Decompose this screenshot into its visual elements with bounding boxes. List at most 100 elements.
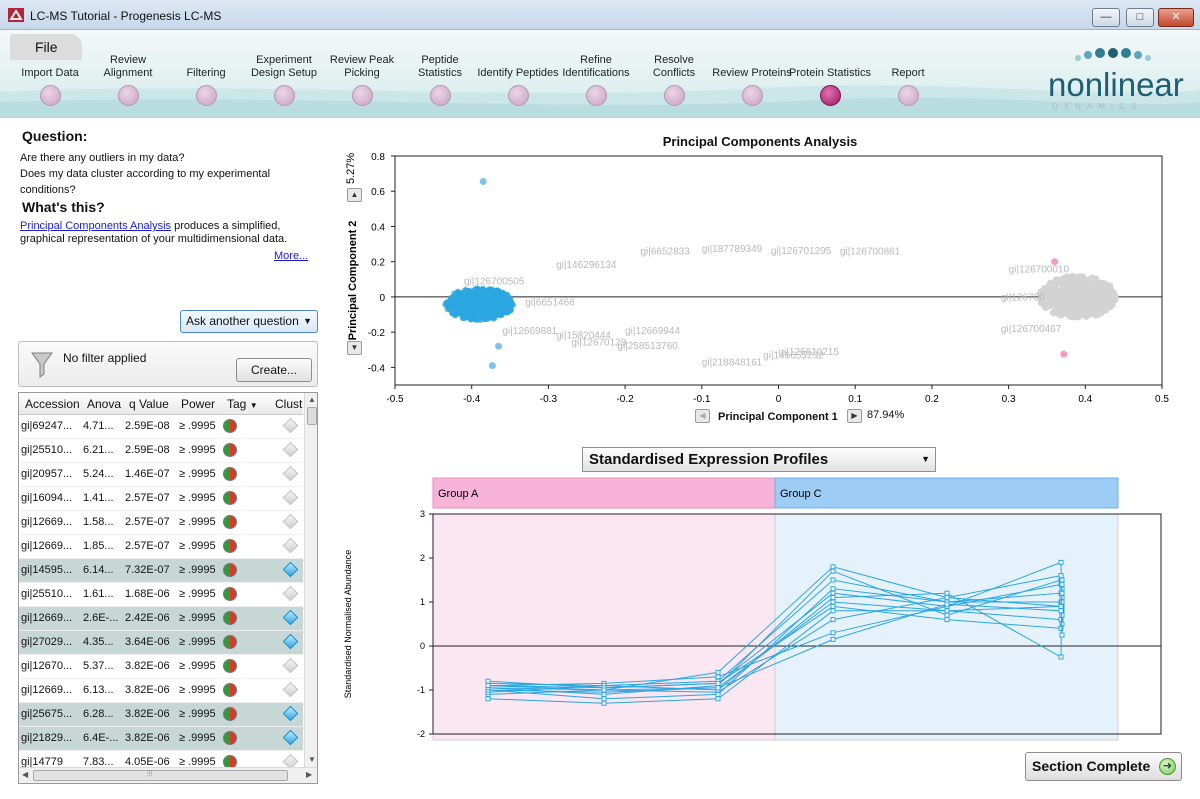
- table-row[interactable]: gi|25675... 6.28... 3.82E-06 ≥ .9995: [19, 703, 303, 727]
- workflow-step-dot-icon[interactable]: [351, 85, 373, 106]
- scroll-right-icon[interactable]: ▶: [306, 770, 313, 779]
- table-row[interactable]: gi|69247... 4.71... 2.59E-08 ≥ .9995: [19, 415, 303, 439]
- workflow-step-filtering[interactable]: Filtering: [164, 50, 248, 106]
- tag-icon[interactable]: [223, 539, 237, 553]
- table-row[interactable]: gi|25510... 6.21... 2.59E-08 ≥ .9995: [19, 439, 303, 463]
- pc2-axis-label: Principal Component 2: [347, 221, 359, 341]
- pc2-up-button[interactable]: ▲: [347, 188, 362, 202]
- tag-icon[interactable]: [223, 707, 237, 721]
- file-menu[interactable]: File: [10, 34, 82, 60]
- workflow-step-review-peak-picking[interactable]: Review Peak Picking: [320, 50, 404, 106]
- column-header-tag[interactable]: Tag ▼: [227, 397, 267, 411]
- profile-point: [944, 608, 950, 614]
- tag-icon[interactable]: [223, 419, 237, 433]
- profile-type-dropdown[interactable]: Standardised Expression Profiles ▼: [582, 447, 936, 472]
- workflow-step-peptide-statistics[interactable]: Peptide Statistics: [398, 50, 482, 106]
- column-header-power[interactable]: Power: [181, 397, 216, 411]
- workflow-step-dot-icon[interactable]: [507, 85, 529, 106]
- table-row[interactable]: gi|16094... 1.41... 2.57E-07 ≥ .9995: [19, 487, 303, 511]
- column-header-qvalue[interactable]: q Value: [129, 397, 169, 411]
- cluster-diamond-icon: [282, 441, 299, 458]
- workflow-step-resolve-conflicts[interactable]: Resolve Conflicts: [632, 50, 716, 106]
- vertical-scrollbar[interactable]: ▲ ▼: [304, 393, 317, 767]
- column-header-anova[interactable]: Anova: [87, 397, 122, 411]
- column-header-cluster[interactable]: Clust: [275, 397, 303, 411]
- pca-plot[interactable]: -0.5 -0.4 -0.3 -0.2 -0.1 0 0.1 0.2 0.3 0.4 0.5 -0.4…: [336, 146, 1186, 410]
- profile-point: [715, 680, 721, 686]
- workflow-step-report[interactable]: Report: [866, 50, 950, 106]
- workflow-step-dot-icon[interactable]: [117, 85, 139, 106]
- table-row[interactable]: gi|20957... 5.24... 1.46E-07 ≥ .9995: [19, 463, 303, 487]
- create-filter-button[interactable]: Create...: [236, 358, 312, 382]
- tag-icon[interactable]: [223, 731, 237, 745]
- more-link[interactable]: More...: [274, 250, 309, 262]
- cell-accession: gi|27029...: [21, 636, 73, 648]
- tag-icon[interactable]: [223, 611, 237, 625]
- tag-icon[interactable]: [223, 515, 237, 529]
- workflow-step-protein-statistics[interactable]: Protein Statistics: [788, 50, 872, 106]
- pc1-next-button[interactable]: ▶: [847, 409, 862, 423]
- section-complete-button[interactable]: Section Complete ➜: [1025, 752, 1182, 781]
- logo-dots-icon: [1075, 48, 1151, 61]
- table-row[interactable]: gi|12669... 6.13... 3.82E-06 ≥ .9995: [19, 679, 303, 703]
- workflow-step-review-proteins[interactable]: Review Proteins: [710, 50, 794, 106]
- tag-icon[interactable]: [223, 683, 237, 697]
- tag-icon[interactable]: [223, 587, 237, 601]
- workflow-step-dot-icon[interactable]: [273, 85, 295, 106]
- workflow-step-dot-icon[interactable]: [585, 85, 607, 106]
- tag-icon[interactable]: [223, 563, 237, 577]
- workflow-step-label: Review Peak Picking: [329, 54, 395, 79]
- minimize-button[interactable]: —: [1092, 8, 1120, 27]
- table-row[interactable]: gi|12669... 1.58... 2.57E-07 ≥ .9995: [19, 511, 303, 535]
- maximize-button[interactable]: □: [1126, 8, 1154, 27]
- cell-accession: gi|25510...: [21, 444, 73, 456]
- y-tick-label: 0: [420, 641, 425, 651]
- pc2-down-button[interactable]: ▼: [347, 341, 362, 355]
- expression-profile-plot[interactable]: Group A Group C -2 -1 0 1 2 3 Standardised Norma…: [336, 476, 1186, 744]
- workflow-step-import-data[interactable]: Import Data: [8, 50, 92, 106]
- table-row[interactable]: gi|12669... 2.6E-... 2.42E-06 ≥ .9995: [19, 607, 303, 631]
- protein-point: [442, 301, 449, 308]
- workflow-step-identify-peptides[interactable]: Identify Peptides: [476, 50, 560, 106]
- pc1-previous-button[interactable]: ◀: [695, 409, 710, 423]
- workflow-step-dot-icon[interactable]: [819, 85, 841, 106]
- scroll-down-icon[interactable]: ▼: [308, 755, 316, 764]
- column-header-accession[interactable]: Accession: [25, 397, 80, 411]
- workflow-step-dot-icon[interactable]: [741, 85, 763, 106]
- table-row[interactable]: gi|14595... 6.14... 7.32E-07 ≥ .9995: [19, 559, 303, 583]
- scroll-up-icon[interactable]: ▲: [308, 395, 316, 404]
- tag-icon[interactable]: [223, 491, 237, 505]
- cell-accession: gi|12669...: [21, 540, 73, 552]
- workflow-step-experiment-design-setup[interactable]: Experiment Design Setup: [242, 50, 326, 106]
- tag-icon[interactable]: [223, 659, 237, 673]
- table-row[interactable]: gi|25510... 1.61... 1.68E-06 ≥ .9995: [19, 583, 303, 607]
- workflow-step-dot-icon[interactable]: [39, 85, 61, 106]
- ask-another-question-button[interactable]: Ask another question ▼: [180, 310, 318, 333]
- table-row[interactable]: gi|12670... 5.37... 3.82E-06 ≥ .9995: [19, 655, 303, 679]
- horizontal-scrollbar[interactable]: ◀ ⦙⦙⦙ ▶: [19, 767, 317, 783]
- tag-icon[interactable]: [223, 635, 237, 649]
- x-tick-label: 0: [776, 394, 782, 405]
- tag-icon[interactable]: [223, 467, 237, 481]
- vertical-scroll-thumb[interactable]: [307, 407, 317, 425]
- close-button[interactable]: ✕: [1158, 8, 1194, 27]
- workflow-step-review-alignment[interactable]: Review Alignment: [86, 50, 170, 106]
- pca-help-link[interactable]: Principal Components Analysis: [20, 220, 172, 232]
- horizontal-scroll-thumb[interactable]: [33, 770, 288, 781]
- workflow-step-dot-icon[interactable]: [195, 85, 217, 106]
- workflow-step-refine-identifications[interactable]: Refine Identifications: [554, 50, 638, 106]
- workflow-step-dot-icon[interactable]: [429, 85, 451, 106]
- table-row[interactable]: gi|21829... 6.4E-... 3.82E-06 ≥ .9995: [19, 727, 303, 751]
- scroll-left-icon[interactable]: ◀: [22, 770, 29, 779]
- tag-icon[interactable]: [223, 443, 237, 457]
- y-tick-label: 1: [420, 597, 425, 607]
- cell-accession: gi|12670...: [21, 660, 73, 672]
- workflow-step-dot-icon[interactable]: [663, 85, 685, 106]
- x-tick-label: -0.3: [540, 394, 558, 405]
- profile-point: [1059, 577, 1065, 583]
- workflow-step-dot-icon[interactable]: [897, 85, 919, 106]
- protein-label: gi|126610215: [779, 347, 840, 358]
- table-row[interactable]: gi|27029... 4.35... 3.64E-06 ≥ .9995: [19, 631, 303, 655]
- table-row[interactable]: gi|12669... 1.85... 2.57E-07 ≥ .9995: [19, 535, 303, 559]
- cell-accession: gi|16094...: [21, 492, 73, 504]
